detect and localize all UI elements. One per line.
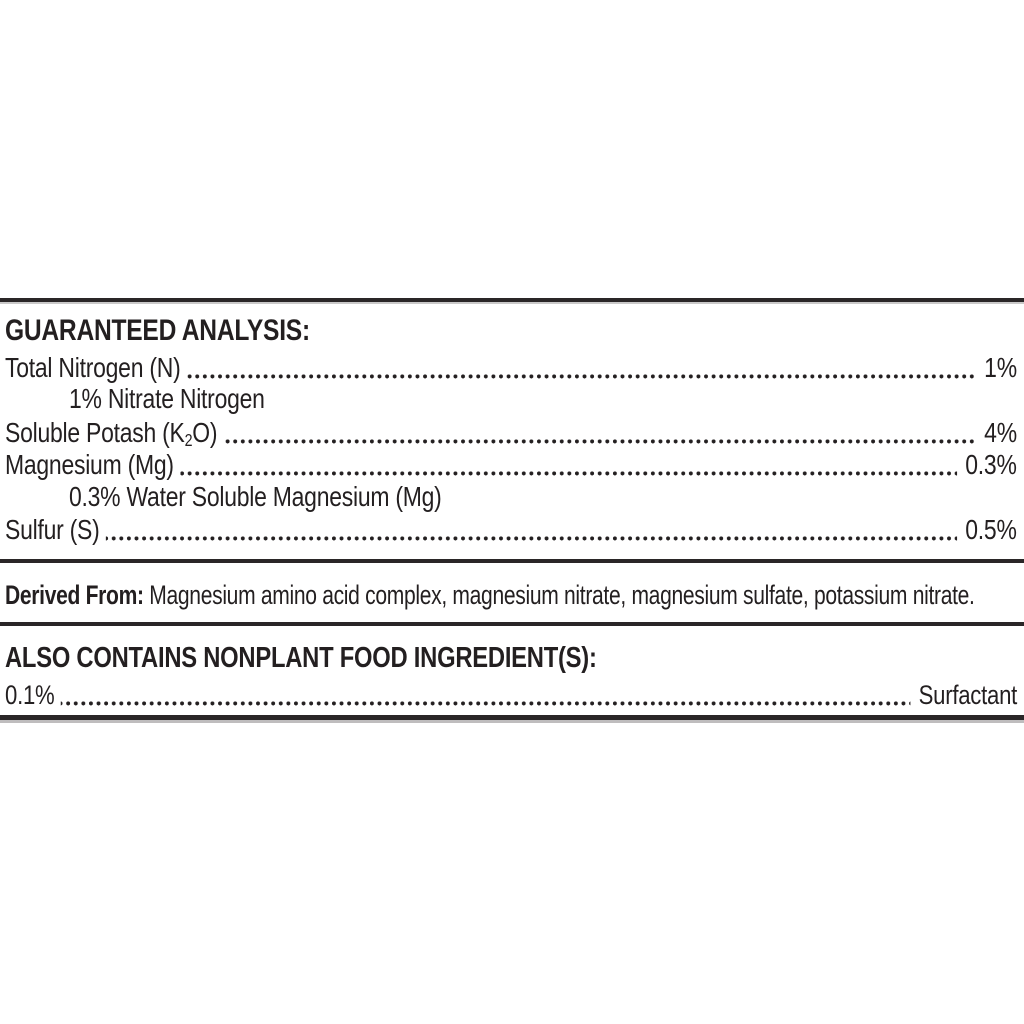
label-subscript: 2 — [184, 429, 193, 450]
label-text-post-subscript: O) — [192, 417, 218, 448]
ingredient-row-percentage: 0.1% — [5, 678, 62, 712]
analysis-row-total-nitrogen: Total Nitrogen (N) 1% — [5, 351, 1017, 385]
analysis-row-label: Sulfur (S) — [5, 513, 107, 547]
analysis-subrow-nitrate-nitrogen: 1% Nitrate Nitrogen — [5, 382, 1018, 416]
guaranteed-analysis-heading-text: GUARANTEED ANALYSIS: — [5, 314, 310, 347]
analysis-row-value: 0.3% — [957, 448, 1017, 482]
top-divider-rule — [0, 298, 1024, 302]
bottom-divider-rule — [0, 715, 1024, 720]
nonplant-ingredient-row-surfactant: 0.1% Surfactant — [5, 678, 1017, 712]
dot-leader — [5, 374, 1015, 379]
analysis-subrow-water-soluble-magnesium: 0.3% Water Soluble Magnesium (Mg) — [5, 480, 1018, 514]
analysis-row-value: 0.5% — [957, 513, 1017, 547]
analysis-row-label: Magnesium (Mg) — [5, 448, 181, 482]
also-contains-heading: ALSO CONTAINS NONPLANT FOOD INGREDIENT(S… — [5, 641, 1018, 675]
label-text-pre-subscript: Soluble Potash (K — [5, 417, 185, 448]
dot-leader — [5, 439, 1015, 444]
derived-from-text-wrap: Derived From: Magnesium amino acid compl… — [5, 578, 975, 612]
dot-leader — [5, 701, 1015, 706]
dot-leader — [5, 536, 1015, 541]
analysis-row-sulfur: Sulfur (S) 0.5% — [5, 513, 1017, 547]
guaranteed-analysis-heading: GUARANTEED ANALYSIS: — [5, 314, 1018, 348]
dot-leader — [5, 471, 1015, 476]
analysis-subrow-text: 1% Nitrate Nitrogen — [69, 383, 265, 414]
derived-from-lead: Derived From: — [5, 580, 144, 610]
derived-from-line: Derived From: Magnesium amino acid compl… — [5, 578, 1019, 612]
analysis-row-label: Total Nitrogen (N) — [5, 351, 188, 385]
analysis-row-value: 4% — [976, 416, 1017, 450]
ingredient-row-name: Surfactant — [910, 678, 1017, 712]
derived-from-bottom-rule — [0, 622, 1024, 626]
analysis-row-soluble-potash: Soluble Potash (K2O) 4% — [5, 416, 1017, 450]
analysis-subrow-text: 0.3% Water Soluble Magnesium (Mg) — [69, 481, 442, 512]
derived-from-sources: Magnesium amino acid complex, magnesium … — [149, 580, 975, 610]
analysis-row-value: 1% — [976, 351, 1017, 385]
derived-from-top-rule — [0, 559, 1024, 563]
analysis-row-label: Soluble Potash (K2O) — [5, 416, 224, 450]
also-contains-heading-text: ALSO CONTAINS NONPLANT FOOD INGREDIENT(S… — [5, 642, 597, 674]
analysis-row-magnesium: Magnesium (Mg) 0.3% — [5, 448, 1017, 482]
